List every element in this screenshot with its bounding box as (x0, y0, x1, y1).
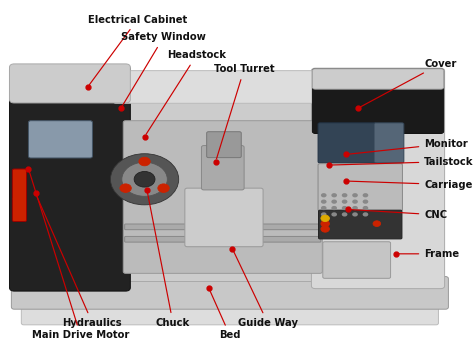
Circle shape (321, 215, 329, 222)
FancyBboxPatch shape (112, 72, 331, 282)
Circle shape (321, 226, 329, 232)
FancyBboxPatch shape (125, 236, 321, 242)
Circle shape (352, 212, 358, 217)
Circle shape (321, 206, 327, 210)
FancyBboxPatch shape (125, 224, 321, 230)
Circle shape (110, 154, 179, 205)
Circle shape (321, 193, 327, 197)
Circle shape (331, 206, 337, 210)
FancyBboxPatch shape (311, 68, 445, 289)
Text: Frame: Frame (399, 249, 459, 259)
Circle shape (13, 194, 26, 203)
FancyBboxPatch shape (28, 121, 92, 158)
FancyBboxPatch shape (318, 164, 402, 211)
Circle shape (321, 212, 327, 217)
Circle shape (139, 157, 150, 166)
Text: Bed: Bed (210, 290, 241, 340)
Circle shape (331, 212, 337, 217)
Text: Main Drive Motor: Main Drive Motor (29, 171, 129, 340)
FancyBboxPatch shape (123, 121, 322, 273)
Text: Tailstock: Tailstock (332, 157, 474, 166)
FancyBboxPatch shape (323, 242, 391, 278)
FancyBboxPatch shape (319, 210, 402, 239)
Circle shape (321, 220, 329, 227)
FancyBboxPatch shape (21, 304, 438, 325)
FancyBboxPatch shape (312, 69, 444, 133)
Circle shape (158, 184, 169, 192)
FancyBboxPatch shape (207, 132, 241, 158)
Text: Cover: Cover (360, 59, 456, 107)
Circle shape (120, 184, 131, 192)
FancyBboxPatch shape (374, 123, 404, 163)
Text: Headstock: Headstock (146, 50, 226, 134)
Text: Guide Way: Guide Way (234, 251, 298, 328)
Circle shape (122, 162, 167, 196)
Text: CNC: CNC (351, 209, 447, 220)
FancyBboxPatch shape (201, 146, 244, 190)
Circle shape (331, 193, 337, 197)
Circle shape (352, 200, 358, 204)
Circle shape (352, 206, 358, 210)
Text: Chuck: Chuck (147, 193, 190, 328)
FancyBboxPatch shape (9, 66, 130, 291)
Circle shape (331, 200, 337, 204)
Circle shape (342, 200, 347, 204)
Text: Carriage: Carriage (349, 180, 473, 190)
Circle shape (363, 193, 368, 197)
FancyBboxPatch shape (318, 123, 376, 163)
Circle shape (342, 212, 347, 217)
Circle shape (342, 206, 347, 210)
Circle shape (373, 221, 381, 226)
Circle shape (321, 200, 327, 204)
Text: Safety Window: Safety Window (121, 32, 206, 106)
Circle shape (134, 171, 155, 187)
Text: Tool Turret: Tool Turret (214, 64, 274, 159)
FancyBboxPatch shape (11, 277, 448, 309)
FancyBboxPatch shape (113, 71, 330, 103)
Circle shape (342, 193, 347, 197)
Text: Monitor: Monitor (349, 139, 468, 154)
Circle shape (363, 212, 368, 217)
FancyBboxPatch shape (12, 169, 27, 222)
Circle shape (363, 200, 368, 204)
Text: Hydraulics: Hydraulics (36, 196, 122, 328)
Circle shape (363, 206, 368, 210)
FancyBboxPatch shape (185, 188, 263, 247)
FancyBboxPatch shape (9, 64, 130, 103)
FancyBboxPatch shape (312, 69, 444, 89)
Circle shape (352, 193, 358, 197)
Text: Electrical Cabinet: Electrical Cabinet (88, 15, 187, 85)
